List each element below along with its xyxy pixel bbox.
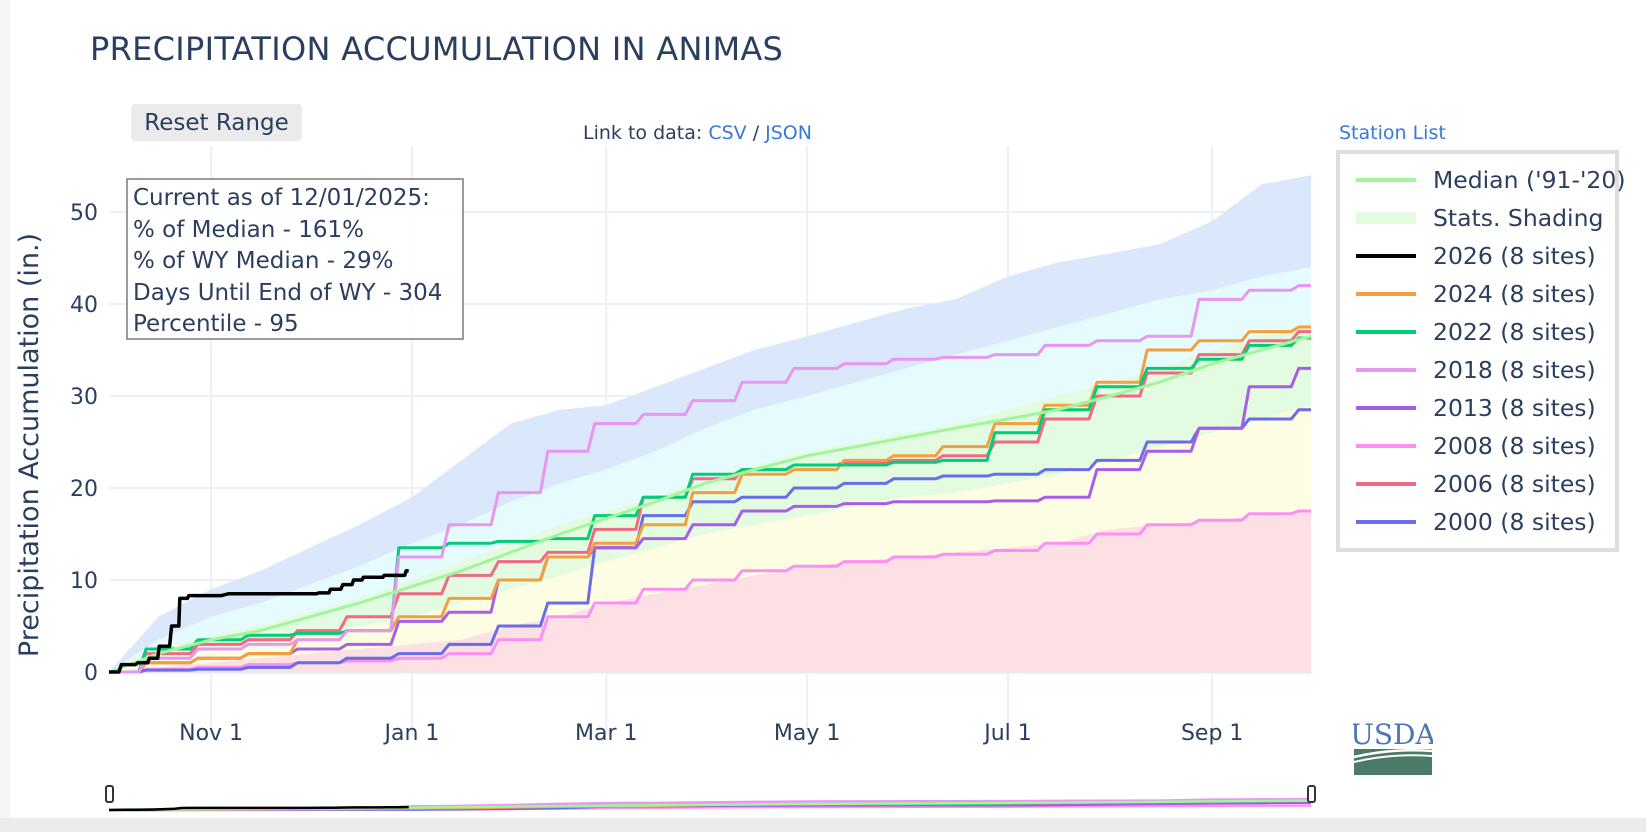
legend-item-2008[interactable]: 2008 (8 sites) (1356, 428, 1596, 464)
range-slider-handle-right[interactable] (1307, 785, 1316, 803)
band-max (109, 175, 1311, 672)
legend-swatch-2008 (1356, 444, 1416, 448)
status-line-pct-wy-median: % of WY Median - 29% (133, 248, 394, 274)
legend-swatch-2018 (1356, 368, 1416, 372)
legend-swatch-2026 (1356, 254, 1416, 258)
csv-link[interactable]: CSV (708, 122, 747, 144)
band-p30 (109, 405, 1311, 672)
legend-swatch-2000 (1356, 520, 1416, 524)
x-tick-label: Jul 1 (982, 721, 1032, 746)
link-separator: / (752, 122, 760, 144)
legend-label: 2024 (8 sites) (1433, 280, 1596, 308)
y-tick-label: 30 (70, 385, 98, 410)
usda-logo-field (1354, 749, 1432, 775)
legend-item-2026[interactable]: 2026 (8 sites) (1356, 238, 1596, 274)
legend-item-2000[interactable]: 2000 (8 sites) (1356, 504, 1596, 540)
band-p70 (109, 322, 1311, 672)
legend-label: 2008 (8 sites) (1433, 432, 1596, 460)
y-axis-ticks: 0 10 20 30 40 50 (70, 201, 98, 686)
y-axis-title: Precipitation Accumulation (in.) (14, 233, 45, 657)
legend-swatch-2022 (1356, 330, 1416, 334)
x-axis-ticks: Nov 1 Jan 1 Mar 1 May 1 Jul 1 Sep 1 (179, 721, 1243, 746)
x-tick-label: Jan 1 (383, 721, 440, 746)
status-line-days-until-end: Days Until End of WY - 304 (133, 279, 443, 306)
band-p90 (109, 267, 1311, 672)
json-link[interactable]: JSON (765, 122, 812, 144)
series-line-2026 (109, 569, 409, 674)
x-tick-label: May 1 (774, 721, 840, 746)
reset-range-button[interactable]: Reset Range (131, 104, 302, 141)
range-slider[interactable] (105, 782, 1316, 812)
current-status-box: Current as of 12/01/2025: % of Median - … (126, 178, 464, 340)
legend-label: Median ('91-'20) (1433, 166, 1626, 194)
legend-item-2018[interactable]: 2018 (8 sites) (1356, 352, 1596, 388)
data-links: Link to data: CSV / JSON (583, 122, 812, 144)
status-line-pct-median: % of Median - 161% (133, 216, 364, 243)
page-bottom-bar (0, 818, 1646, 832)
y-tick-label: 10 (70, 569, 98, 594)
station-list-link[interactable]: Station List (1339, 122, 1446, 144)
usda-logo: USDA (1353, 718, 1433, 775)
legend-label: 2022 (8 sites) (1433, 318, 1596, 346)
link-prefix: Link to data: (583, 122, 703, 144)
y-tick-label: 40 (70, 293, 98, 318)
legend-item-2024[interactable]: 2024 (8 sites) (1356, 276, 1596, 312)
legend-item-2013[interactable]: 2013 (8 sites) (1356, 390, 1596, 426)
legend-item-stats-shading[interactable]: Stats. Shading (1356, 200, 1603, 236)
legend-label: 2013 (8 sites) (1433, 394, 1596, 422)
legend-swatch-median-91-20- (1356, 178, 1416, 182)
legend-swatch-stats-shading (1356, 212, 1416, 224)
x-tick-label: Mar 1 (575, 721, 638, 746)
series-line-2013 (109, 366, 1311, 674)
legend-swatch-2013 (1356, 406, 1416, 410)
legend-item-2022[interactable]: 2022 (8 sites) (1356, 314, 1596, 350)
series-lines (108, 284, 1312, 674)
series-line-median-91-20- (108, 334, 1312, 674)
y-tick-label: 20 (70, 477, 98, 502)
legend-item-median-91-20-[interactable]: Median ('91-'20) (1356, 162, 1626, 198)
legend-swatch-2006 (1356, 482, 1416, 486)
legend-label: Stats. Shading (1433, 204, 1604, 232)
legend-item-2006[interactable]: 2006 (8 sites) (1356, 466, 1596, 502)
legend-label: 2000 (8 sites) (1433, 508, 1596, 536)
usda-logo-text: USDA (1353, 718, 1433, 751)
legend-label: 2006 (8 sites) (1433, 470, 1596, 498)
range-slider-handle-left[interactable] (105, 785, 114, 803)
series-line-2018 (109, 284, 1311, 674)
legend-label: 2018 (8 sites) (1433, 356, 1596, 384)
chart-title: PRECIPITATION ACCUMULATION IN ANIMAS (90, 30, 784, 68)
chart-legend: Median ('91-'20) Stats. Shading 2026 (8 si… (1336, 150, 1626, 552)
legend-label: 2026 (8 sites) (1433, 242, 1596, 270)
series-line-2022 (109, 336, 1311, 674)
y-tick-label: 0 (84, 661, 98, 686)
page-left-margin (0, 0, 10, 818)
x-tick-label: Sep 1 (1181, 721, 1243, 746)
status-line-percentile: Percentile - 95 (133, 311, 299, 337)
range-slider-line (108, 805, 409, 812)
series-line-2000 (109, 408, 1311, 674)
y-tick-label: 50 (70, 201, 98, 226)
legend-swatch-2024 (1356, 292, 1416, 296)
x-tick-label: Nov 1 (179, 721, 243, 746)
status-line-date: Current as of 12/01/2025: (133, 185, 430, 211)
